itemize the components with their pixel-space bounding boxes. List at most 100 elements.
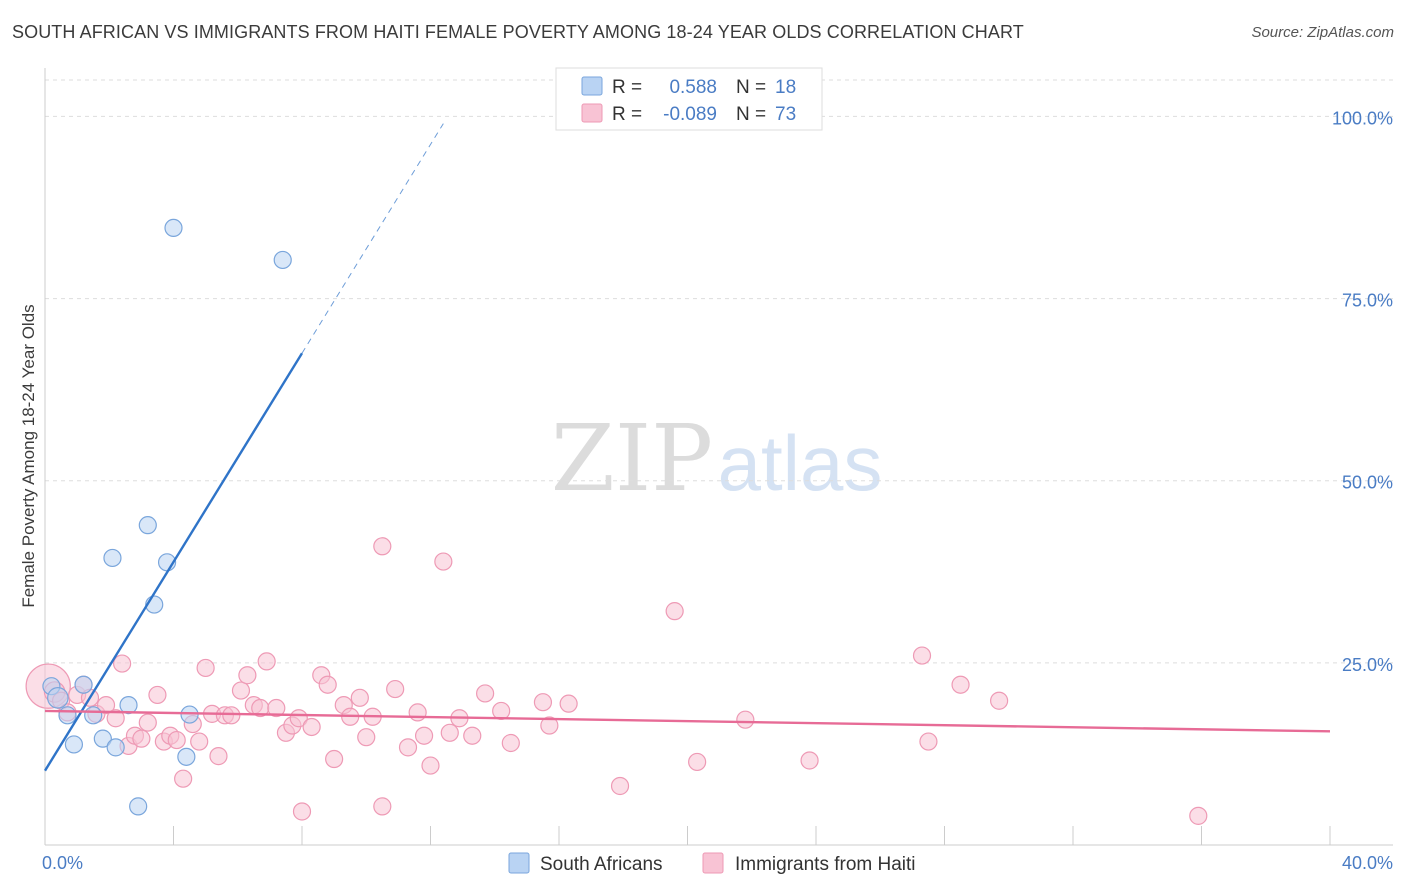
data-point — [238, 666, 257, 685]
data-point — [177, 747, 196, 766]
legend-n-label-blue: N = — [736, 77, 766, 98]
data-point — [357, 728, 376, 747]
y-tick-label: 75.0% — [1342, 291, 1393, 311]
data-point — [93, 729, 112, 748]
data-point — [84, 706, 103, 725]
correlation-legend: R = 0.588 N = 18 R = -0.089 N = 73 — [555, 67, 823, 131]
data-point — [919, 732, 938, 751]
y-axis-label: Female Poverty Among 18-24 Year Olds — [19, 304, 38, 607]
y-tick-label: 25.0% — [1342, 655, 1393, 675]
data-point — [440, 723, 459, 742]
data-point — [132, 729, 151, 748]
data-point — [610, 776, 630, 796]
data-point — [267, 698, 286, 718]
data-point — [209, 747, 228, 766]
grid-lines — [45, 79, 1393, 664]
data-point — [58, 706, 77, 725]
data-point — [302, 717, 321, 737]
data-point — [1189, 806, 1208, 825]
data-point — [386, 679, 405, 699]
data-point — [951, 675, 970, 694]
data-point — [463, 726, 482, 745]
data-point — [350, 688, 369, 707]
source-label: Source: ZipAtlas.com — [1251, 24, 1394, 41]
data-point — [119, 696, 138, 715]
data-point — [665, 602, 684, 621]
data-point — [501, 733, 520, 753]
y-tick-label: 50.0% — [1342, 473, 1393, 493]
legend-r-value-pink: -0.089 — [663, 104, 717, 125]
data-point — [138, 516, 157, 535]
data-point — [990, 691, 1009, 710]
data-point — [912, 646, 932, 665]
x-tick-label: 0.0% — [42, 853, 83, 873]
data-point — [434, 552, 453, 571]
legend-swatch-pink — [581, 103, 603, 123]
x-tick-label: 40.0% — [1342, 853, 1393, 873]
data-point — [325, 749, 344, 769]
data-point — [96, 696, 116, 715]
data-point — [180, 705, 199, 724]
trend-line-south-africans-extension — [301, 123, 444, 354]
x-ticks — [173, 826, 1331, 845]
data-point — [414, 726, 434, 745]
data-point — [148, 685, 167, 705]
legend-n-value-blue: 18 — [775, 77, 796, 98]
data-point — [398, 738, 418, 757]
series-haiti-points — [25, 537, 1208, 825]
data-point — [421, 756, 440, 775]
trend-line-haiti — [44, 709, 1331, 733]
bottom-legend-label-pink: Immigrants from Haiti — [735, 854, 916, 875]
data-point — [540, 716, 559, 735]
data-point — [231, 681, 251, 700]
data-point — [167, 730, 186, 750]
trend-line-south-africans — [43, 352, 304, 772]
series-south-africans-points — [42, 218, 292, 816]
data-point — [74, 675, 93, 694]
data-point — [190, 732, 209, 751]
data-point — [492, 701, 511, 721]
data-point — [112, 654, 132, 673]
legend-r-label-pink: R = — [612, 104, 642, 125]
data-point — [47, 687, 69, 709]
data-point — [106, 709, 125, 728]
data-point — [408, 703, 427, 722]
x-tick-labels: 0.0% 40.0% — [42, 853, 1393, 873]
data-point — [257, 652, 276, 671]
data-point — [476, 684, 495, 703]
data-point — [533, 693, 553, 712]
legend-n-label-pink: N = — [736, 104, 766, 125]
data-point — [106, 738, 125, 757]
data-point — [318, 675, 337, 694]
bottom-legend-swatch-pink — [702, 852, 724, 874]
legend-r-label-blue: R = — [612, 77, 642, 98]
data-point — [222, 706, 241, 725]
data-point — [800, 751, 819, 770]
trend-lines — [43, 123, 1331, 772]
y-tick-labels: 25.0% 50.0% 75.0% 100.0% — [1332, 108, 1393, 674]
data-point — [373, 797, 392, 816]
axes — [44, 68, 1393, 846]
legend-r-value-blue: 0.588 — [669, 77, 717, 98]
data-point — [688, 752, 707, 772]
data-point — [373, 537, 392, 556]
data-point — [292, 802, 312, 821]
watermark-zip: ZIP — [551, 405, 713, 512]
watermark-atlas: atlas — [718, 419, 883, 507]
data-point — [559, 694, 578, 713]
data-point — [273, 250, 292, 270]
chart-title: SOUTH AFRICAN VS IMMIGRANTS FROM HAITI F… — [12, 22, 1024, 42]
legend-n-value-pink: 73 — [775, 104, 796, 125]
data-point — [174, 769, 193, 788]
y-tick-label: 100.0% — [1332, 108, 1393, 128]
data-point — [103, 548, 122, 568]
legend-swatch-blue — [581, 76, 603, 96]
data-point — [138, 713, 157, 732]
data-point — [736, 710, 755, 729]
series-legend: South Africans Immigrants from Haiti — [508, 852, 916, 875]
data-point — [64, 735, 84, 754]
bottom-legend-label-blue: South Africans — [540, 854, 663, 875]
bottom-legend-swatch-blue — [508, 852, 530, 874]
data-point — [164, 218, 183, 237]
